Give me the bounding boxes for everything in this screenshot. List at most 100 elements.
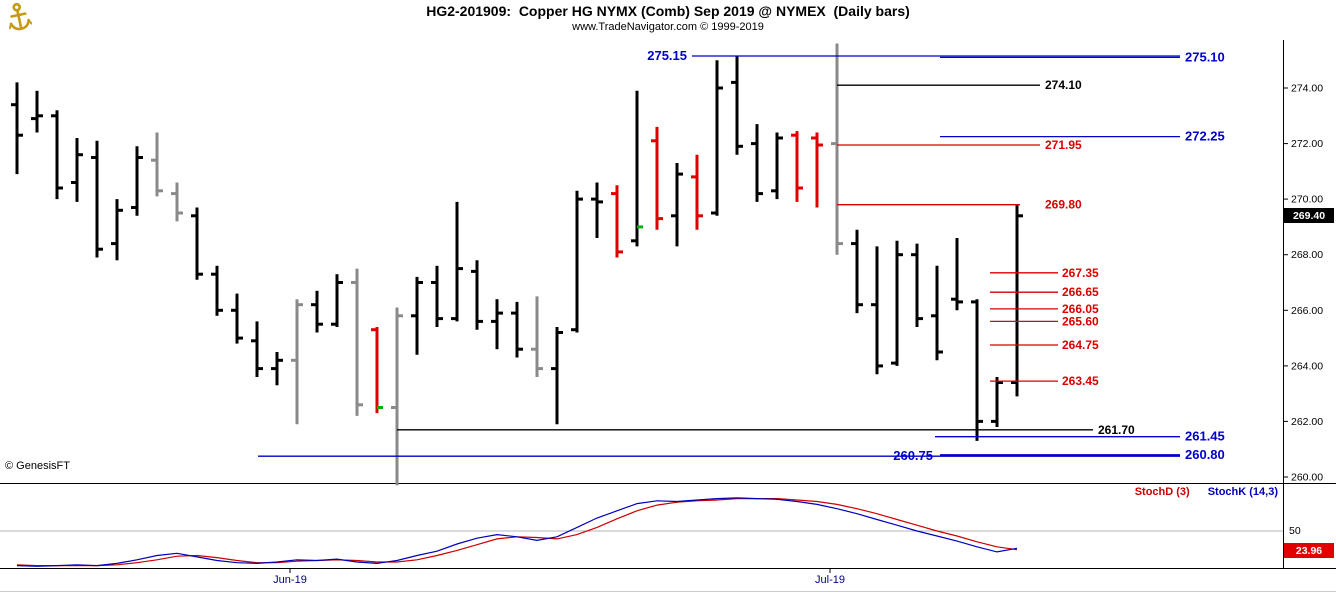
ohlc-bar [531, 296, 543, 377]
ohlc-bar [771, 132, 783, 200]
ohlc-bar [351, 268, 363, 416]
price-tick-label: 274.00 [1291, 83, 1323, 95]
level-annotation: 274.10 [837, 78, 1082, 92]
ohlc-bar [411, 276, 423, 355]
ohlc-bar [71, 138, 83, 202]
date-axis-label: Jun-19 [273, 574, 307, 586]
price-tick-label: 270.00 [1291, 194, 1323, 206]
ohlc-bar [431, 265, 443, 327]
level-annotation: 272.25 [940, 129, 1225, 144]
level-label: 266.65 [1062, 285, 1099, 299]
ohlc-bar [511, 301, 523, 358]
price-tick-label: 260.00 [1291, 472, 1323, 484]
ohlc-bar [691, 154, 703, 230]
ohlc-bar [491, 299, 503, 350]
level-annotation: 266.05 [990, 302, 1099, 316]
ohlc-bar [331, 274, 343, 327]
level-annotation: 275.15 [647, 48, 1180, 63]
price-bars [11, 43, 1023, 486]
date-axis-label: Jul-19 [815, 574, 845, 586]
level-annotations: 275.15 275.10 274.10 272.25 271.95 269.80 267.… [258, 48, 1225, 463]
ohlc-bar [731, 56, 743, 155]
level-label: 275.15 [647, 48, 687, 63]
ohlc-bar [711, 60, 723, 216]
level-label: 263.45 [1062, 374, 1099, 388]
stoch-k-line [16, 497, 1018, 567]
stoch-k-label[interactable]: StochK (14,3) [1207, 486, 1278, 498]
level-annotation: 265.60 [990, 314, 1099, 328]
ohlc-bar [951, 238, 963, 311]
genesis-copyright: © GenesisFT [5, 460, 70, 472]
ohlc-bar [171, 182, 183, 222]
ohlc-bar [651, 126, 663, 230]
chart-subtitle: www.TradeNavigator.com © 1999-2019 [572, 21, 764, 33]
price-tick-label: 272.00 [1291, 138, 1323, 150]
ohlc-bar [31, 90, 43, 133]
level-label: 275.10 [1185, 49, 1225, 64]
ohlc-bar [11, 82, 23, 175]
ohlc-bar [911, 243, 923, 327]
level-label: 261.45 [1185, 429, 1225, 444]
ohlc-bar [551, 327, 563, 425]
level-label: 264.75 [1062, 338, 1099, 352]
ohlc-bar [571, 190, 583, 333]
ohlc-bar [291, 299, 303, 425]
ohlc-bar [111, 199, 123, 261]
ohlc-bar [811, 132, 823, 208]
ohlc-bar [611, 185, 623, 258]
level-annotation: 260.80 [940, 447, 1225, 462]
level-label: 266.05 [1062, 302, 1099, 316]
price-tick-label: 264.00 [1291, 360, 1323, 372]
anchor-logo-icon [8, 2, 32, 31]
price-tick-label: 268.00 [1291, 249, 1323, 261]
ohlc-bar [831, 43, 843, 255]
ohlc-bar [311, 290, 323, 333]
ohlc-bar [991, 377, 1003, 427]
ohlc-bar [631, 90, 643, 247]
level-annotation: 261.45 [935, 429, 1225, 444]
price-tick-label: 266.00 [1291, 305, 1323, 317]
level-label: 267.35 [1062, 266, 1099, 280]
stoch-legend: StochD (3) StochK (14,3) [1135, 486, 1278, 498]
ohlc-bar [591, 182, 603, 238]
level-label: 261.70 [1098, 423, 1135, 437]
ohlc-bar [851, 229, 863, 314]
ohlc-bar [471, 260, 483, 330]
level-label: 260.75 [893, 448, 933, 463]
panel-frame [0, 40, 1336, 569]
stoch-gridline-label: 50 [1289, 525, 1301, 537]
ohlc-bar [451, 201, 463, 322]
level-annotation: 269.80 [837, 198, 1082, 212]
level-annotation: 267.35 [990, 266, 1099, 280]
ohlc-bar [191, 207, 203, 280]
ohlc-bar [671, 163, 683, 247]
level-label: 271.95 [1045, 138, 1082, 152]
ohlc-bar [751, 124, 763, 202]
level-annotation: 263.45 [990, 374, 1099, 388]
stoch-d-label[interactable]: StochD (3) [1134, 486, 1190, 498]
ohlc-bar [371, 327, 383, 414]
ohlc-bar [151, 132, 163, 197]
level-label: 272.25 [1185, 129, 1225, 144]
ohlc-bar [231, 293, 243, 344]
price-tick-label: 262.00 [1291, 416, 1323, 428]
level-annotation: 271.95 [837, 138, 1082, 152]
ohlc-bar [391, 307, 403, 486]
ohlc-bar [791, 131, 803, 202]
ohlc-bar [251, 321, 263, 377]
level-label: 269.80 [1045, 198, 1082, 212]
level-annotation: 264.75 [990, 338, 1099, 352]
ohlc-bar [131, 146, 143, 216]
level-annotation: 261.70 [397, 423, 1135, 437]
ohlc-bar [871, 246, 883, 375]
ohlc-bar [211, 265, 223, 316]
ohlc-bar [51, 110, 63, 200]
price-axis: 274.00 272.00 270.00 268.00 266.00 264.00 262.… [1283, 83, 1323, 484]
date-axis: Jun-19 Jul-19 [273, 568, 845, 586]
stoch-value-badge: 23.96 [1284, 543, 1334, 558]
level-annotation: 260.75 [258, 448, 1180, 463]
level-label: 265.60 [1062, 314, 1099, 328]
level-label: 274.10 [1045, 78, 1082, 92]
